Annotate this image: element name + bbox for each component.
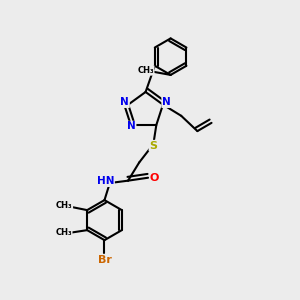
- Text: O: O: [150, 173, 159, 183]
- Text: S: S: [149, 141, 158, 151]
- Text: CH₃: CH₃: [55, 228, 72, 237]
- Text: N: N: [162, 97, 171, 107]
- Text: Br: Br: [98, 255, 111, 265]
- Text: N: N: [127, 122, 136, 131]
- Text: N: N: [120, 97, 129, 107]
- Text: HN: HN: [97, 176, 114, 186]
- Text: CH₃: CH₃: [137, 66, 154, 75]
- Text: CH₃: CH₃: [56, 201, 73, 210]
